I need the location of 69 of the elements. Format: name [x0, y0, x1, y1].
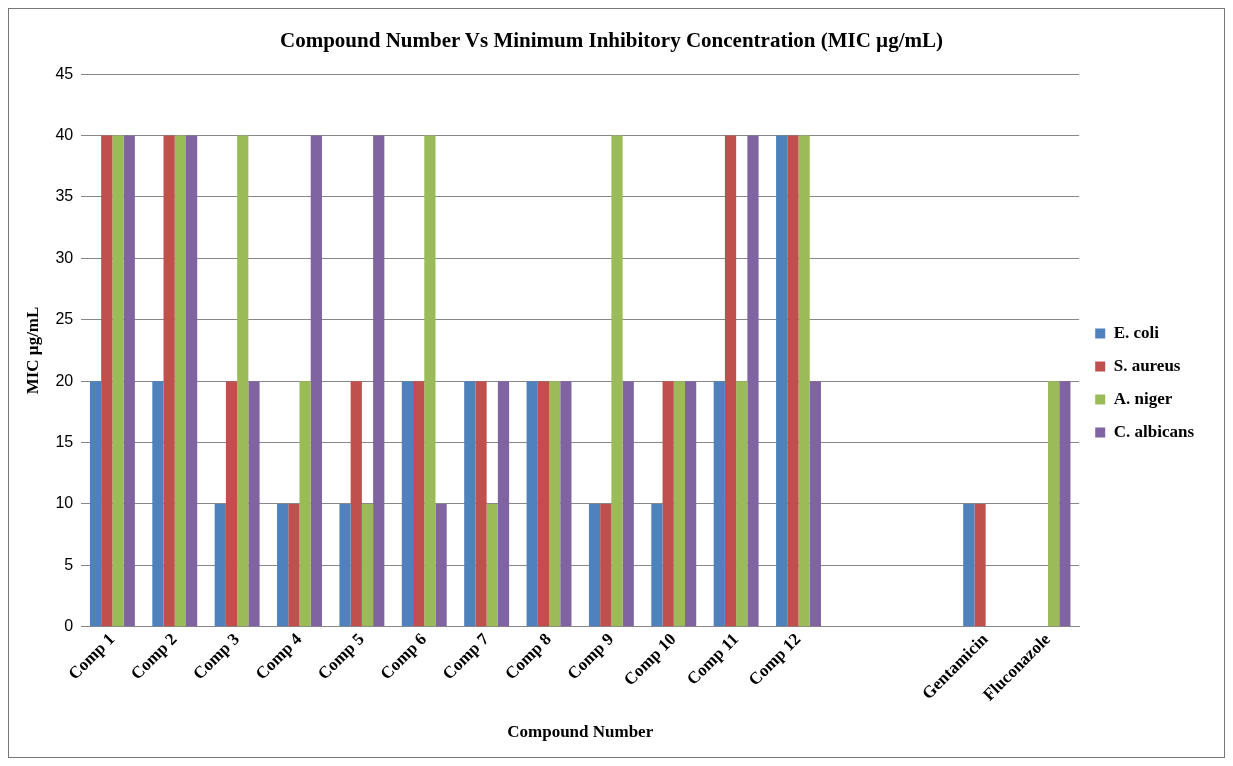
bar: [549, 381, 561, 627]
bar: [588, 503, 601, 627]
y-tick-label: 30: [55, 248, 74, 266]
bar: [560, 381, 572, 627]
bar: [424, 135, 436, 627]
bar: [123, 135, 135, 627]
bar: [225, 381, 238, 627]
y-tick-label: 0: [64, 617, 74, 635]
bar: [435, 503, 447, 627]
bar: [214, 503, 226, 627]
bar: [163, 135, 175, 627]
bar: [350, 381, 362, 627]
bar: [651, 503, 663, 627]
bar: [537, 381, 550, 627]
bar: [277, 503, 289, 627]
y-tick-label: 45: [55, 64, 74, 82]
bar: [299, 381, 311, 627]
x-axis-title: Compound Number: [507, 722, 654, 742]
bar: [373, 135, 385, 627]
bar: [974, 503, 986, 627]
legend-label: A. niger: [1113, 388, 1173, 408]
bar: [622, 381, 634, 627]
bar: [684, 381, 697, 627]
bar: [237, 135, 249, 627]
bar: [248, 381, 260, 627]
bar: [600, 503, 612, 627]
y-axis-title: MIC µg/mL: [22, 306, 42, 395]
legend-label: E. coli: [1113, 322, 1160, 342]
bar: [526, 381, 538, 627]
legend-label: S. aureus: [1113, 355, 1181, 375]
chart-title: Compound Number Vs Minimum Inhibitory Concentration (MIC µg/mL): [280, 28, 943, 53]
bar: [185, 135, 198, 627]
bar: [724, 135, 737, 627]
bar: [486, 503, 498, 627]
bar: [475, 381, 487, 627]
y-tick-label: 10: [55, 494, 74, 512]
bar: [497, 381, 510, 627]
y-tick-label: 25: [55, 310, 74, 328]
bar: [787, 135, 799, 627]
bar: [288, 503, 300, 627]
bar: [101, 135, 113, 627]
y-tick-label: 35: [55, 187, 74, 205]
bar: [713, 381, 725, 627]
y-tick-label: 15: [55, 432, 74, 450]
bar: [611, 135, 623, 627]
bar: [1059, 381, 1071, 627]
legend-label: C. albicans: [1113, 421, 1195, 441]
bar: [1048, 381, 1060, 627]
bar: [361, 503, 374, 627]
bar: [963, 503, 975, 627]
bar: [174, 135, 186, 627]
bar: [401, 381, 414, 627]
bar: [673, 381, 685, 627]
bar: [747, 135, 759, 627]
bar: [662, 381, 674, 627]
bar: [798, 135, 810, 627]
bar: [736, 381, 748, 627]
bar: [339, 503, 351, 627]
bar: [112, 135, 124, 627]
bar: [89, 381, 102, 627]
bar: [809, 381, 821, 627]
y-tick-label: 40: [55, 126, 74, 143]
bar: [152, 381, 164, 627]
bar: [776, 135, 788, 627]
bar: [310, 135, 322, 627]
bar: [464, 381, 476, 627]
y-tick-label: 20: [55, 371, 74, 389]
bar: [413, 381, 425, 627]
y-tick-label: 5: [64, 555, 74, 573]
